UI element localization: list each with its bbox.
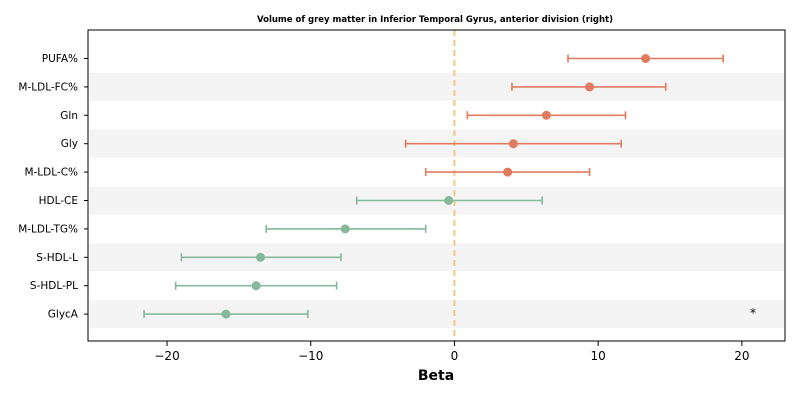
beta-point <box>503 167 513 177</box>
y-tick-label: S-HDL-L <box>36 252 78 264</box>
beta-point <box>251 281 261 291</box>
y-tick-label: M-LDL-FC% <box>18 81 78 93</box>
y-tick-label: HDL-CE <box>39 195 78 207</box>
beta-point <box>508 139 518 149</box>
y-tick-label: PUFA% <box>42 53 78 65</box>
plot-frame <box>87 29 786 342</box>
y-tick-label: M-LDL-C% <box>24 167 78 179</box>
significance-marker: * <box>750 306 756 320</box>
beta-point <box>221 309 231 319</box>
y-tick-label: Gln <box>60 110 78 122</box>
beta-point <box>541 110 551 120</box>
x-tick-label: 10 <box>591 349 606 363</box>
chart-title: Volume of grey matter in Inferior Tempor… <box>257 15 613 25</box>
rows-group: PUFA% M-LDL-FC% Gln Gly M-LDL-C% HDL-CE M-LDL-… <box>18 53 756 321</box>
x-axis-label: Beta <box>418 368 454 384</box>
x-tick-label: −20 <box>154 349 179 363</box>
x-axis: −20 −10 0 10 20 <box>154 341 750 363</box>
x-tick-label: −10 <box>298 349 323 363</box>
y-tick-label: Gly <box>61 138 78 150</box>
beta-point <box>641 54 651 63</box>
x-tick-label: 0 <box>451 349 459 363</box>
y-tick-label: M-LDL-TG% <box>18 223 78 235</box>
beta-point <box>255 252 265 262</box>
y-tick-label: S-HDL-PL <box>30 280 78 292</box>
beta-point <box>585 82 595 92</box>
row-band <box>89 72 784 101</box>
y-tick-label: GlycA <box>48 309 79 321</box>
beta-point <box>340 224 350 234</box>
beta-point <box>444 196 454 205</box>
x-tick-label: 20 <box>734 349 749 363</box>
